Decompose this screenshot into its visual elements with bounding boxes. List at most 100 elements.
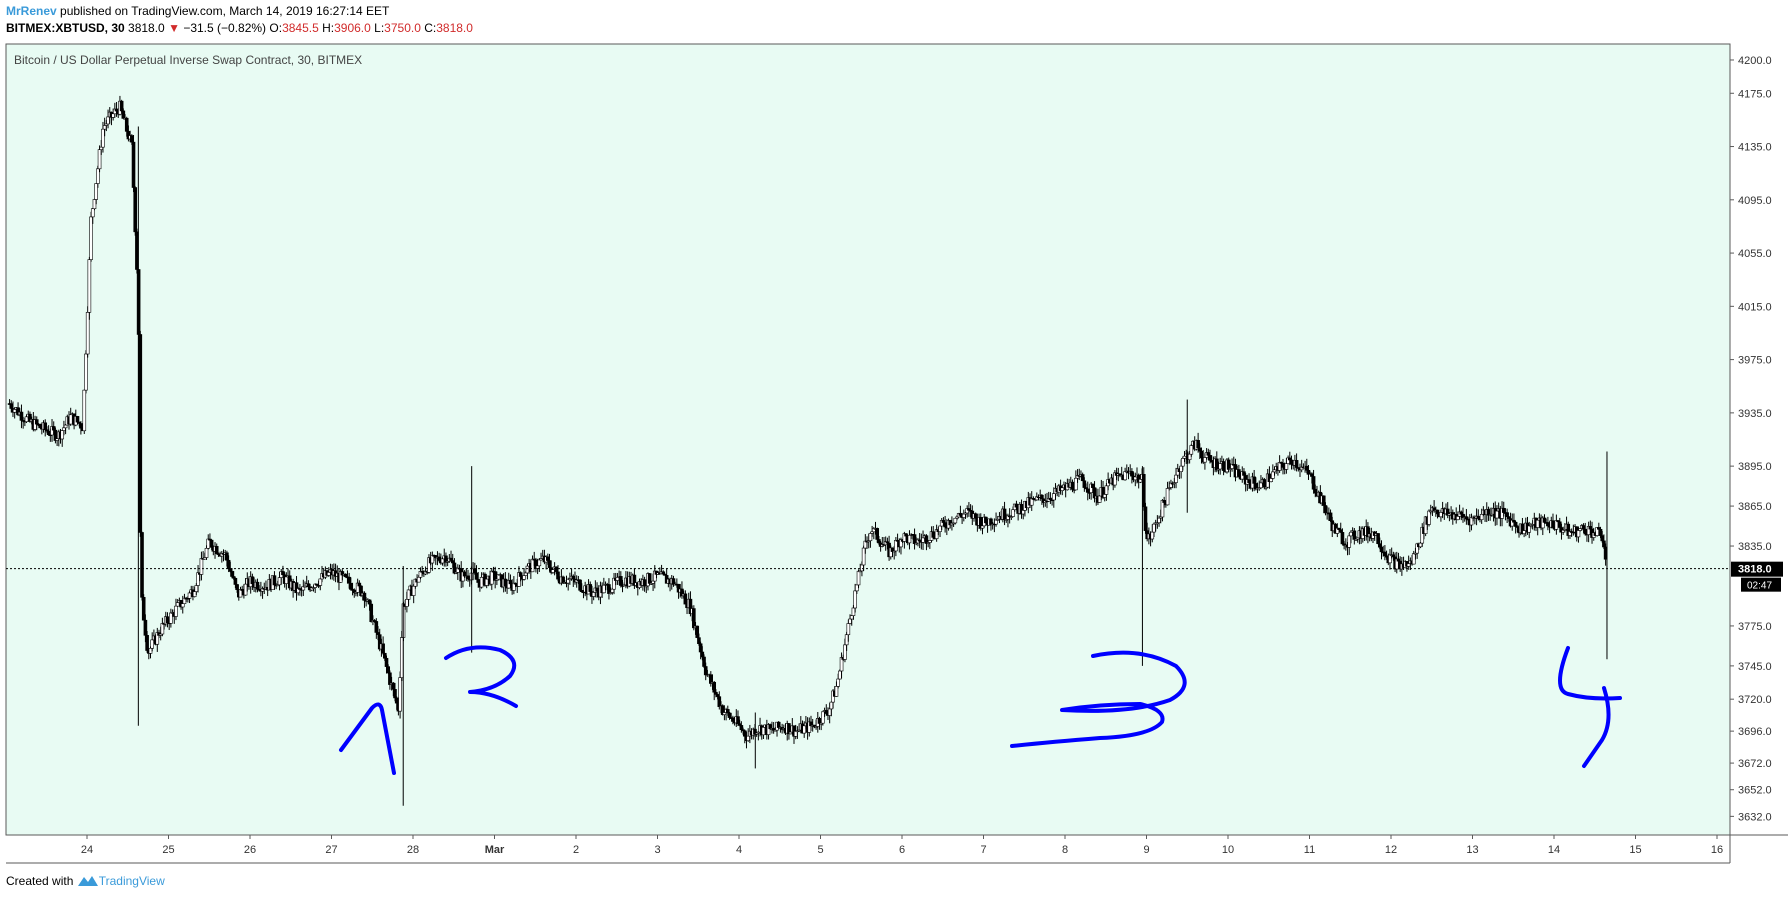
candle-body — [843, 644, 847, 660]
author-link[interactable]: MrRenev — [6, 4, 57, 18]
candle-body — [1459, 511, 1464, 515]
candle-body — [255, 581, 260, 590]
y-tick-label: 4175.0 — [1738, 88, 1772, 100]
candle-body — [1060, 487, 1065, 491]
candle-body — [89, 216, 93, 260]
candle-body — [68, 414, 73, 425]
candle-body — [38, 424, 42, 429]
candle-body — [450, 560, 455, 564]
candle-body — [647, 573, 652, 584]
x-tick-label: 28 — [407, 844, 419, 856]
x-tick-label: 3 — [654, 844, 660, 856]
annotation-1 — [339, 702, 396, 775]
candle-body — [851, 607, 856, 616]
candle-body — [1102, 494, 1107, 498]
candle-body — [1218, 463, 1222, 470]
candle-body — [281, 571, 285, 576]
candle-body — [143, 619, 148, 636]
candle-body — [1091, 483, 1095, 488]
candle-body — [449, 557, 453, 561]
candle-body — [362, 592, 367, 601]
candle-body — [150, 639, 154, 649]
candle-body — [452, 562, 457, 574]
candle-body — [145, 635, 149, 651]
candle-body — [250, 576, 255, 585]
candle-body — [610, 588, 615, 593]
candle-body — [230, 571, 234, 577]
candle-body — [101, 128, 105, 148]
candle-body — [1074, 477, 1078, 491]
tradingview-brand-link[interactable]: TradingView — [98, 874, 165, 888]
last-price: 3818.0 — [128, 21, 165, 35]
candle-body — [725, 709, 730, 714]
candle-body — [551, 569, 555, 573]
candle-body — [343, 573, 348, 578]
price-axis[interactable]: 4200.0 4175.0 4135.0 4095.0 4055.0 4015.0 3975… — [1730, 55, 1772, 823]
candle-body — [1522, 530, 1526, 534]
candle-body — [318, 578, 323, 586]
candle-body — [1383, 551, 1387, 557]
y-tick-label: 3835.0 — [1738, 541, 1772, 553]
y-tick-label: 3745.0 — [1738, 661, 1772, 673]
x-tick-label: 6 — [899, 844, 905, 856]
candle-body — [1338, 529, 1343, 533]
candle-body — [827, 708, 832, 716]
candle-body — [1479, 514, 1484, 521]
candle-body — [1495, 510, 1499, 519]
x-tick-label: 16 — [1711, 844, 1723, 856]
candle-body — [503, 578, 508, 587]
candle-body — [106, 116, 110, 125]
candle-body — [1542, 517, 1547, 523]
candle-body — [698, 643, 703, 653]
candle-body — [1259, 482, 1263, 489]
candle-body — [1271, 471, 1275, 479]
candle-body — [357, 582, 362, 587]
candle-body — [554, 566, 559, 573]
candle-body — [994, 519, 998, 525]
candle-body — [1269, 478, 1273, 482]
y-tick-label: 3632.0 — [1738, 811, 1772, 823]
candle-body — [1411, 553, 1416, 565]
candle-body — [386, 666, 391, 674]
candle-body — [962, 513, 966, 518]
y-tick-label: 4135.0 — [1738, 142, 1772, 154]
open-value: 3845.5 — [282, 21, 319, 35]
candle-body — [1347, 535, 1352, 548]
candle-body — [1340, 532, 1345, 545]
candle-body — [489, 570, 494, 585]
time-axis[interactable]: 24 25 26 27 28 Mar 2 3 4 5 6 7 8 9 10 11 12 13 14 15 16 — [81, 835, 1723, 856]
candle-body — [619, 576, 623, 586]
x-tick-label: 13 — [1466, 844, 1478, 856]
candle-body — [406, 589, 411, 600]
footer: Created with TradingView — [6, 874, 165, 890]
candle-body — [225, 552, 229, 561]
candle-body — [34, 419, 39, 425]
candle-body — [440, 558, 445, 564]
candle-body — [984, 516, 988, 524]
candle-body — [474, 572, 479, 580]
candle-body — [174, 605, 178, 617]
x-tick-label: 4 — [736, 844, 742, 856]
candle-body — [855, 584, 859, 592]
candle-body — [523, 572, 528, 576]
candle-body — [374, 621, 379, 633]
plot-area[interactable] — [5, 43, 1731, 836]
candle-body — [1376, 533, 1380, 544]
candle-body — [1189, 445, 1194, 455]
candle-body — [1427, 510, 1431, 525]
candle-body — [571, 575, 576, 580]
candle-body — [1602, 540, 1606, 548]
candle-body — [84, 353, 88, 391]
candle-body — [1123, 471, 1127, 481]
candle-body — [848, 618, 852, 624]
candle-body — [19, 411, 24, 421]
candle-body — [235, 584, 239, 590]
y-tick-label: 3672.0 — [1738, 758, 1772, 770]
candle-body — [1221, 461, 1226, 471]
candle-body — [383, 652, 387, 659]
candle-body — [853, 590, 857, 609]
candle-body — [1014, 503, 1019, 508]
y-tick-label: 3652.0 — [1738, 785, 1772, 797]
candle-body — [476, 579, 481, 583]
